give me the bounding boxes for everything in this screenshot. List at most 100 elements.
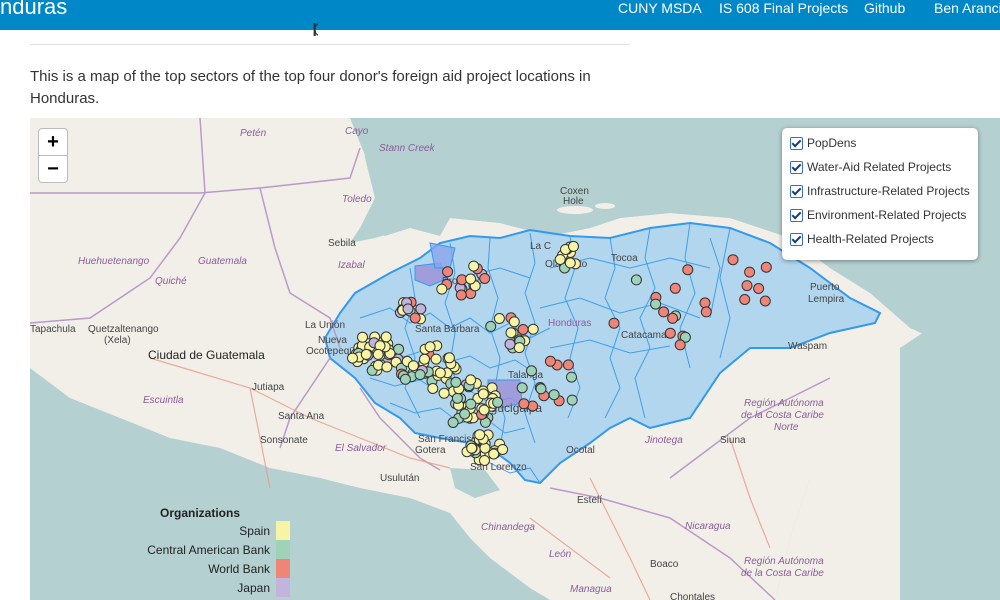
project-marker[interactable] — [474, 429, 486, 441]
project-marker[interactable] — [741, 280, 753, 292]
project-marker[interactable] — [682, 264, 694, 276]
project-marker[interactable] — [544, 355, 556, 367]
checkbox-checked-icon[interactable] — [790, 208, 803, 222]
project-marker[interactable] — [380, 331, 392, 343]
project-marker[interactable] — [381, 361, 393, 373]
project-marker[interactable] — [493, 313, 505, 324]
project-marker[interactable] — [759, 295, 771, 307]
checkbox-checked-icon[interactable] — [790, 184, 803, 198]
layer-toggle-popdens[interactable]: PopDens — [790, 133, 856, 153]
project-marker[interactable] — [517, 324, 529, 335]
checkbox-checked-icon[interactable] — [790, 160, 803, 174]
zoom-in-button[interactable]: + — [38, 128, 68, 156]
layer-toggle-health[interactable]: Health-Related Projects — [790, 229, 934, 249]
project-marker[interactable] — [465, 374, 477, 386]
brand-title[interactable]: nduras — [0, 0, 68, 19]
project-marker[interactable] — [568, 240, 579, 252]
project-marker[interactable] — [357, 331, 368, 343]
project-marker[interactable] — [630, 274, 642, 286]
project-marker[interactable] — [402, 303, 414, 315]
project-marker[interactable] — [699, 297, 711, 309]
project-marker[interactable] — [450, 376, 462, 388]
project-marker[interactable] — [438, 387, 450, 399]
project-marker[interactable] — [674, 339, 686, 351]
project-marker[interactable] — [477, 388, 489, 400]
project-marker[interactable] — [739, 294, 751, 305]
project-marker[interactable] — [455, 289, 467, 301]
project-marker[interactable] — [372, 348, 384, 360]
label-peten: Petén — [240, 128, 267, 139]
nav-link-author[interactable]: Ben Arancib — [934, 0, 1000, 16]
project-marker[interactable] — [658, 306, 670, 318]
map-canvas[interactable]: Petén Cayo Stann Creek Toledo Coxen Hole… — [30, 118, 1000, 600]
project-marker[interactable] — [479, 442, 491, 454]
project-marker[interactable] — [451, 392, 463, 404]
project-marker[interactable] — [465, 398, 477, 410]
project-marker[interactable] — [479, 273, 491, 284]
project-marker[interactable] — [700, 306, 712, 318]
project-marker[interactable] — [527, 323, 539, 335]
project-marker[interactable] — [443, 352, 455, 364]
project-marker[interactable] — [465, 273, 477, 285]
project-marker[interactable] — [535, 383, 547, 395]
project-marker[interactable] — [399, 373, 411, 385]
layer-toggle-environment[interactable]: Environment-Related Projects — [790, 205, 966, 225]
project-marker[interactable] — [407, 360, 419, 372]
nav-link-github[interactable]: Github — [864, 0, 906, 16]
project-marker[interactable] — [664, 327, 676, 339]
project-marker[interactable] — [760, 261, 772, 273]
project-marker[interactable] — [566, 394, 578, 406]
checkbox-checked-icon[interactable] — [790, 136, 803, 150]
project-marker[interactable] — [492, 396, 504, 408]
layer-toggle-infrastructure[interactable]: Infrastructure-Related Projects — [790, 181, 970, 201]
project-marker[interactable] — [468, 260, 480, 272]
layer-toggle-water[interactable]: Water-Aid Related Projects — [790, 157, 951, 177]
project-marker[interactable] — [478, 404, 490, 416]
project-marker[interactable] — [650, 298, 662, 310]
project-marker[interactable] — [447, 417, 459, 428]
project-marker[interactable] — [505, 327, 517, 339]
project-marker[interactable] — [667, 312, 679, 324]
nav-link-cuny-msda[interactable]: CUNY MSDA — [618, 0, 702, 16]
project-marker[interactable] — [526, 365, 537, 377]
project-marker[interactable] — [518, 398, 530, 410]
project-marker[interactable] — [504, 338, 516, 350]
project-marker[interactable] — [415, 303, 427, 315]
project-marker[interactable] — [513, 342, 525, 354]
project-marker[interactable] — [608, 317, 620, 329]
project-marker[interactable] — [424, 341, 436, 353]
zoom-out-button[interactable]: − — [38, 155, 68, 183]
aid-projects-map[interactable]: Petén Cayo Stann Creek Toledo Coxen Hole… — [30, 118, 1000, 600]
project-marker[interactable] — [485, 320, 497, 332]
project-marker[interactable] — [562, 359, 574, 371]
project-marker[interactable] — [430, 353, 442, 365]
project-marker[interactable] — [488, 448, 500, 460]
project-marker[interactable] — [442, 266, 454, 278]
project-marker[interactable] — [727, 254, 739, 266]
checkbox-checked-icon[interactable] — [790, 232, 803, 246]
project-marker[interactable] — [419, 353, 430, 365]
project-marker[interactable] — [360, 348, 372, 360]
project-marker[interactable] — [436, 283, 448, 295]
project-marker[interactable] — [427, 383, 439, 394]
project-marker[interactable] — [466, 442, 478, 454]
project-marker[interactable] — [414, 369, 426, 381]
project-marker[interactable] — [434, 367, 446, 379]
project-marker[interactable] — [459, 408, 471, 420]
project-marker[interactable] — [409, 312, 421, 324]
project-marker[interactable] — [508, 316, 520, 328]
project-marker[interactable] — [564, 257, 576, 269]
project-marker[interactable] — [744, 266, 756, 278]
project-marker[interactable] — [679, 331, 691, 343]
project-marker[interactable] — [516, 382, 528, 394]
project-marker[interactable] — [753, 283, 765, 294]
nav-link-is608-projects[interactable]: IS 608 Final Projects — [719, 0, 849, 16]
project-marker[interactable] — [479, 455, 490, 466]
project-marker[interactable] — [393, 343, 405, 355]
project-marker[interactable] — [497, 444, 509, 455]
project-marker[interactable] — [554, 254, 566, 265]
project-marker[interactable] — [566, 371, 577, 383]
project-marker[interactable] — [347, 352, 358, 364]
project-marker[interactable] — [669, 282, 681, 294]
project-marker[interactable] — [548, 389, 560, 401]
